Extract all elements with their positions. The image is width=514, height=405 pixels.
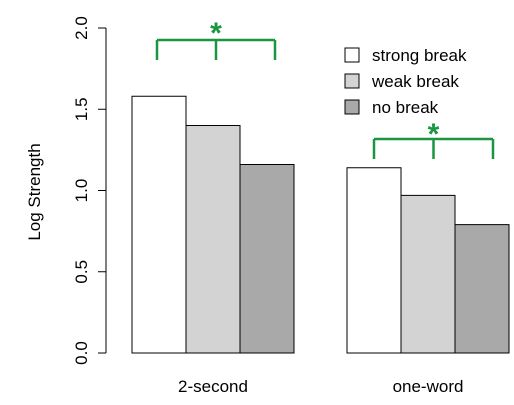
- y-axis: 0.0 0.5 1.0 1.5 2.0: [72, 16, 107, 365]
- y-tick-label: 0.5: [72, 260, 91, 284]
- bars: [131, 95, 510, 354]
- x-category-label: one-word: [393, 377, 464, 396]
- significance-annotations: **: [155, 17, 495, 159]
- significance-star: *: [210, 17, 222, 50]
- bar-weak-break-2-second: [185, 125, 241, 354]
- legend-swatch: [344, 73, 360, 89]
- legend-label: no break: [372, 98, 439, 117]
- bar-no-break-one-word: [454, 224, 510, 354]
- legend-label: strong break: [372, 46, 467, 65]
- y-tick-label: 0.0: [72, 341, 91, 365]
- legend-swatch: [344, 99, 360, 115]
- legend: strong break weak break no break: [344, 46, 467, 117]
- category-labels: 2-second one-word: [178, 377, 463, 396]
- legend-label: weak break: [371, 72, 459, 91]
- y-tick-label: 2.0: [72, 16, 91, 40]
- legend-swatch: [344, 47, 360, 63]
- bar-weak-break-one-word: [400, 194, 456, 354]
- significance-star: *: [428, 118, 440, 151]
- y-axis-label: Log Strength: [25, 143, 44, 240]
- bar-strong-break-2-second: [131, 95, 187, 354]
- bar-no-break-2-second: [239, 164, 295, 354]
- y-tick-label: 1.5: [72, 97, 91, 121]
- x-category-label: 2-second: [178, 377, 248, 396]
- y-tick-label: 1.0: [72, 179, 91, 203]
- bar-strong-break-one-word: [346, 167, 402, 354]
